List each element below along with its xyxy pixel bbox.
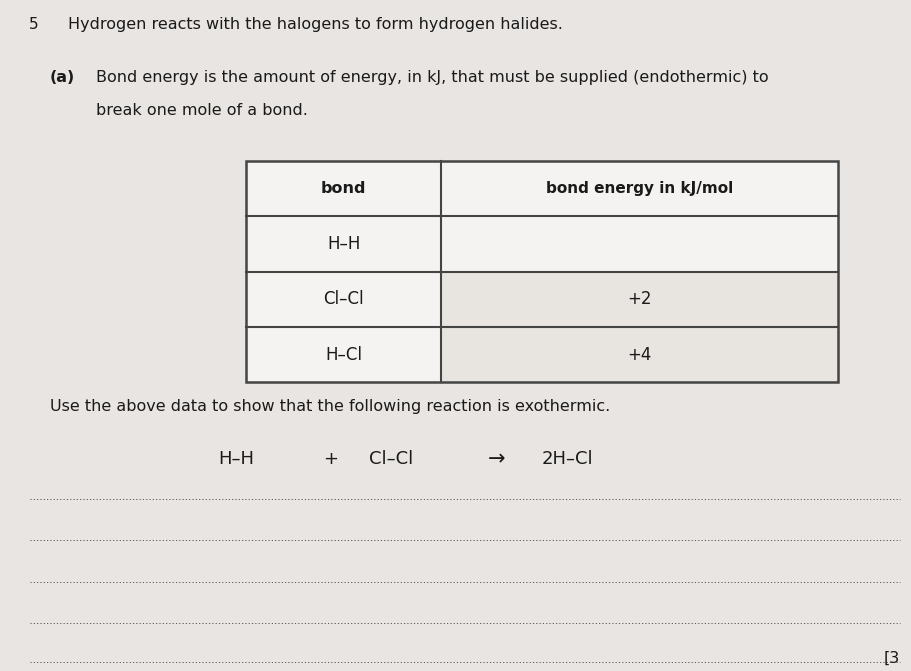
Text: break one mole of a bond.: break one mole of a bond. — [96, 103, 308, 117]
Text: +2: +2 — [628, 291, 652, 309]
Text: 2H–Cl: 2H–Cl — [542, 450, 594, 468]
Text: (a): (a) — [50, 70, 76, 85]
Text: Hydrogen reacts with the halogens to form hydrogen halides.: Hydrogen reacts with the halogens to for… — [68, 17, 563, 32]
Text: →: → — [487, 450, 505, 470]
Bar — [442, 161, 838, 216]
Text: H–Cl: H–Cl — [325, 346, 363, 364]
Text: H–H: H–H — [327, 235, 361, 253]
Bar — [442, 216, 838, 272]
Text: Bond energy is the amount of energy, in kJ, that must be supplied (endothermic) : Bond energy is the amount of energy, in … — [96, 70, 768, 85]
Bar — [246, 327, 442, 382]
Text: +4: +4 — [628, 346, 652, 364]
Bar — [246, 161, 838, 382]
Bar — [442, 327, 838, 382]
Text: bond: bond — [321, 181, 366, 196]
Text: [3: [3 — [884, 651, 900, 666]
Text: bond energy in kJ/mol: bond energy in kJ/mol — [546, 181, 733, 196]
Text: Use the above data to show that the following reaction is exothermic.: Use the above data to show that the foll… — [50, 399, 610, 414]
Bar — [246, 272, 442, 327]
Text: Cl–Cl: Cl–Cl — [369, 450, 414, 468]
Text: H–H: H–H — [219, 450, 255, 468]
Text: +: + — [323, 450, 338, 468]
Bar — [246, 216, 442, 272]
Text: 5: 5 — [29, 17, 39, 32]
Text: Cl–Cl: Cl–Cl — [323, 291, 364, 309]
Bar — [442, 272, 838, 327]
Bar — [246, 161, 442, 216]
